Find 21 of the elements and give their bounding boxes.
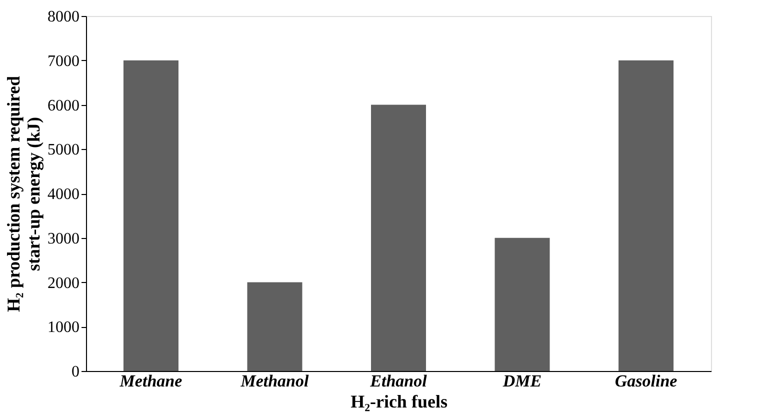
x-tick-label: Gasoline (614, 372, 678, 390)
y-axis-title: H₂ production system required start-up energy (kJ) (4, 76, 44, 312)
y-tick-label: 8000 (48, 8, 80, 26)
x-tick-label: Ethanol (369, 372, 428, 390)
bar (247, 282, 302, 371)
y-tick-label: 2000 (48, 274, 80, 292)
x-tick-label: Methane (118, 372, 183, 390)
x-tick-label: DME (502, 372, 542, 390)
y-tick-label: 7000 (48, 52, 80, 70)
y-tick-label: 1000 (48, 319, 80, 336)
y-tick-label: 3000 (48, 230, 80, 248)
bar (123, 60, 178, 371)
x-tick-label: Methanol (240, 372, 310, 390)
y-tick-label: 4000 (48, 186, 80, 203)
bar (618, 60, 674, 371)
bar (371, 104, 426, 371)
y-tick-label: 6000 (48, 97, 80, 114)
x-axis-title: H₂-rich fuels (350, 392, 448, 412)
bar (494, 238, 550, 371)
y-tick-label: 5000 (48, 142, 80, 159)
y-tick-label: 0 (72, 364, 80, 380)
